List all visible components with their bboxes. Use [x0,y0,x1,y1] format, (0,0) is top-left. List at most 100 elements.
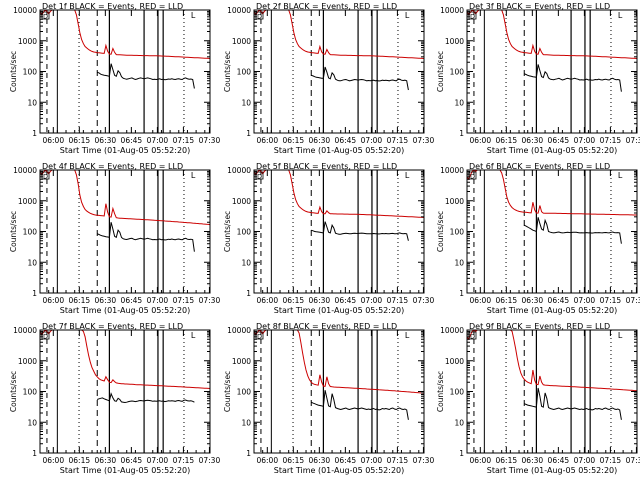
y-tick-label: 1000 [232,197,251,206]
x-tick-label: 06:15 [283,136,305,145]
y-tick-label: 1 [459,449,464,458]
x-tick-label: 07:00 [147,456,169,465]
x-tick-label: 07:15 [173,456,195,465]
y-tick-label: 100 [23,388,38,397]
x-tick-label: 07:30 [199,456,221,465]
x-tick-label: 07:00 [361,136,383,145]
y-tick-label: 10000 [440,6,464,15]
panel-5: 1 10 100 1000 10000 06:00 06:15 06:30 06:45 07:00… [223,162,434,315]
lld-series-line [254,10,424,59]
x-tick-label: 07:15 [387,136,409,145]
x-tick-label: 07:30 [413,296,435,305]
corner-label: L [618,171,623,180]
x-tick-label: 07:00 [147,296,169,305]
y-axis-label: Counts/sec [9,211,18,252]
plot-frame [39,329,211,454]
y-axis-label: Counts/sec [436,371,445,412]
y-tick-label: 10000 [13,6,37,15]
y-tick-label: 100 [237,388,252,397]
y-tick-label: 100 [23,68,38,77]
x-tick-label: 07:15 [387,456,409,465]
x-tick-label: 07:00 [574,456,596,465]
events-series-line [97,63,195,89]
x-tick-label: 07:30 [626,456,640,465]
legend-box-label: D [257,13,262,21]
y-tick-label: 1000 [232,357,251,366]
y-axis-label: Counts/sec [9,371,18,412]
events-series-line [523,64,622,92]
panel-6: 1 10 100 1000 10000 06:00 06:15 06:30 06:45 07:00… [436,162,640,315]
x-axis-label: Start Time (01-Aug-05 05:52:20) [60,306,191,315]
legend-box-label: D [43,333,48,341]
x-tick-label: 07:15 [387,296,409,305]
legend-box [255,331,264,340]
panel-title: Det 4f BLACK = Events, RED = LLD [42,162,183,171]
y-tick-label: 1 [459,129,464,138]
panel-title: Det 5f BLACK = Events, RED = LLD [256,162,397,171]
x-tick-label: 06:30 [309,296,331,305]
y-tick-label: 10000 [227,326,251,335]
x-tick-label: 06:30 [95,296,117,305]
x-axis-label: Start Time (01-Aug-05 05:52:20) [60,466,191,475]
legend-box-label: D [257,333,262,341]
x-tick-label: 06:00 [469,456,491,465]
y-tick-label: 1000 [445,197,464,206]
panel-4: 1 10 100 1000 10000 06:00 06:15 06:30 06:45 07:00… [9,162,220,315]
panel-1: 1 10 100 1000 10000 06:00 06:15 06:30 06:45 07:00… [9,2,220,155]
x-tick-label: 07:15 [600,456,622,465]
y-axis-label: Counts/sec [223,211,232,252]
y-tick-label: 1 [246,289,251,298]
corner-label: L [191,11,196,20]
corner-label: L [405,331,410,340]
x-tick-label: 06:00 [256,456,278,465]
y-tick-label: 10 [27,258,37,267]
y-tick-label: 100 [450,68,465,77]
y-axis-label: Counts/sec [436,51,445,92]
plot-frame [39,9,211,134]
x-tick-label: 07:00 [574,296,596,305]
x-tick-label: 07:30 [626,296,640,305]
legend-box-label: D [43,13,48,21]
x-tick-label: 06:15 [496,296,518,305]
legend-box-label: D [43,173,48,181]
y-tick-label: 10 [27,418,37,427]
x-tick-label: 06:15 [69,136,91,145]
x-tick-label: 06:30 [522,456,544,465]
x-axis-label: Start Time (01-Aug-05 05:52:20) [487,306,618,315]
x-tick-label: 06:00 [256,136,278,145]
y-tick-label: 1000 [445,37,464,46]
x-tick-label: 07:00 [361,296,383,305]
legend-box [468,171,477,180]
panel-8: 1 10 100 1000 10000 06:00 06:15 06:30 06:45 07:00… [223,322,434,475]
x-tick-label: 06:15 [496,456,518,465]
x-tick-label: 06:30 [309,136,331,145]
legend-box [255,11,264,20]
x-tick-label: 07:30 [413,136,435,145]
lld-series-line [254,170,424,218]
legend-box-label: D [470,333,475,341]
y-tick-label: 10000 [227,166,251,175]
x-tick-label: 06:45 [121,296,143,305]
y-tick-label: 10000 [13,166,37,175]
corner-label: L [191,171,196,180]
panel-7: 1 10 100 1000 10000 06:00 06:15 06:30 06:45 07:00… [9,322,220,475]
x-tick-label: 06:30 [309,456,331,465]
y-tick-label: 100 [23,228,38,237]
plot-frame [39,169,211,294]
y-tick-label: 100 [450,388,465,397]
y-tick-label: 10 [454,98,464,107]
x-tick-label: 06:30 [522,136,544,145]
x-tick-label: 06:00 [256,296,278,305]
x-tick-label: 06:45 [548,136,570,145]
y-tick-label: 10000 [227,6,251,15]
x-tick-label: 07:00 [147,136,169,145]
y-tick-label: 1000 [18,197,37,206]
panel-3: 1 10 100 1000 10000 06:00 06:15 06:30 06:45 07:00… [436,2,640,155]
events-series-line [310,390,409,420]
y-tick-label: 10000 [13,326,37,335]
y-tick-label: 100 [237,228,252,237]
plot-frame [253,9,425,134]
lld-series-line [40,170,210,226]
corner-label: L [191,331,196,340]
x-axis-label: Start Time (01-Aug-05 05:52:20) [487,146,618,155]
